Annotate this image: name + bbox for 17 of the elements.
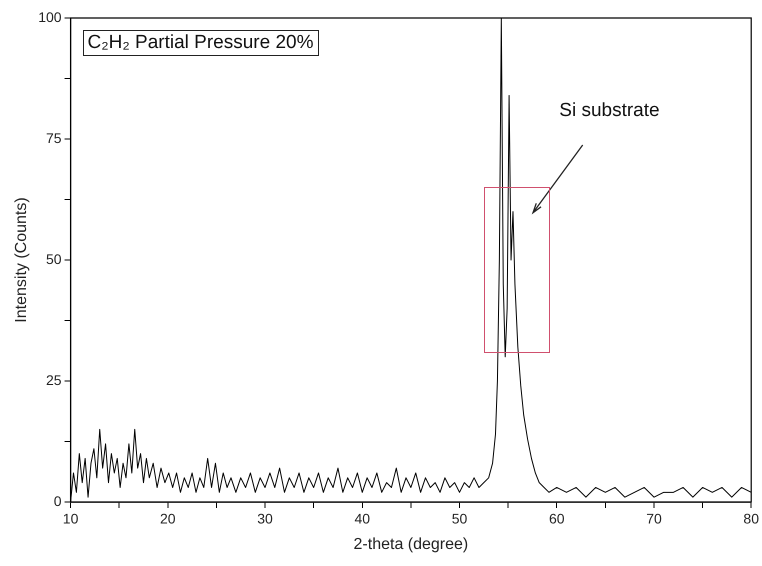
annotation: Si substrate <box>559 100 660 122</box>
x-axis-title: 2-theta (degree) <box>354 536 468 553</box>
x-tick-label: 30 <box>257 510 274 526</box>
x-tick-label: 40 <box>354 510 370 526</box>
annotation: C₂H₂ Partial Pressure 20% <box>82 30 318 56</box>
y-tick-label: 0 <box>54 492 62 509</box>
y-tick-label: 100 <box>38 8 62 25</box>
x-tick-label: 70 <box>646 510 662 526</box>
x-tick-label: 20 <box>160 510 176 526</box>
y-axis-title: Intensity (Counts) <box>13 197 30 323</box>
x-tick-label: 50 <box>452 510 468 526</box>
y-tick-label: 25 <box>46 372 62 388</box>
y-tick-label: 75 <box>46 130 62 146</box>
x-tick-label: 10 <box>62 510 79 526</box>
x-tick-label: 60 <box>548 510 565 526</box>
y-tick-label: 50 <box>46 250 62 267</box>
x-tick-label: 80 <box>743 510 760 526</box>
